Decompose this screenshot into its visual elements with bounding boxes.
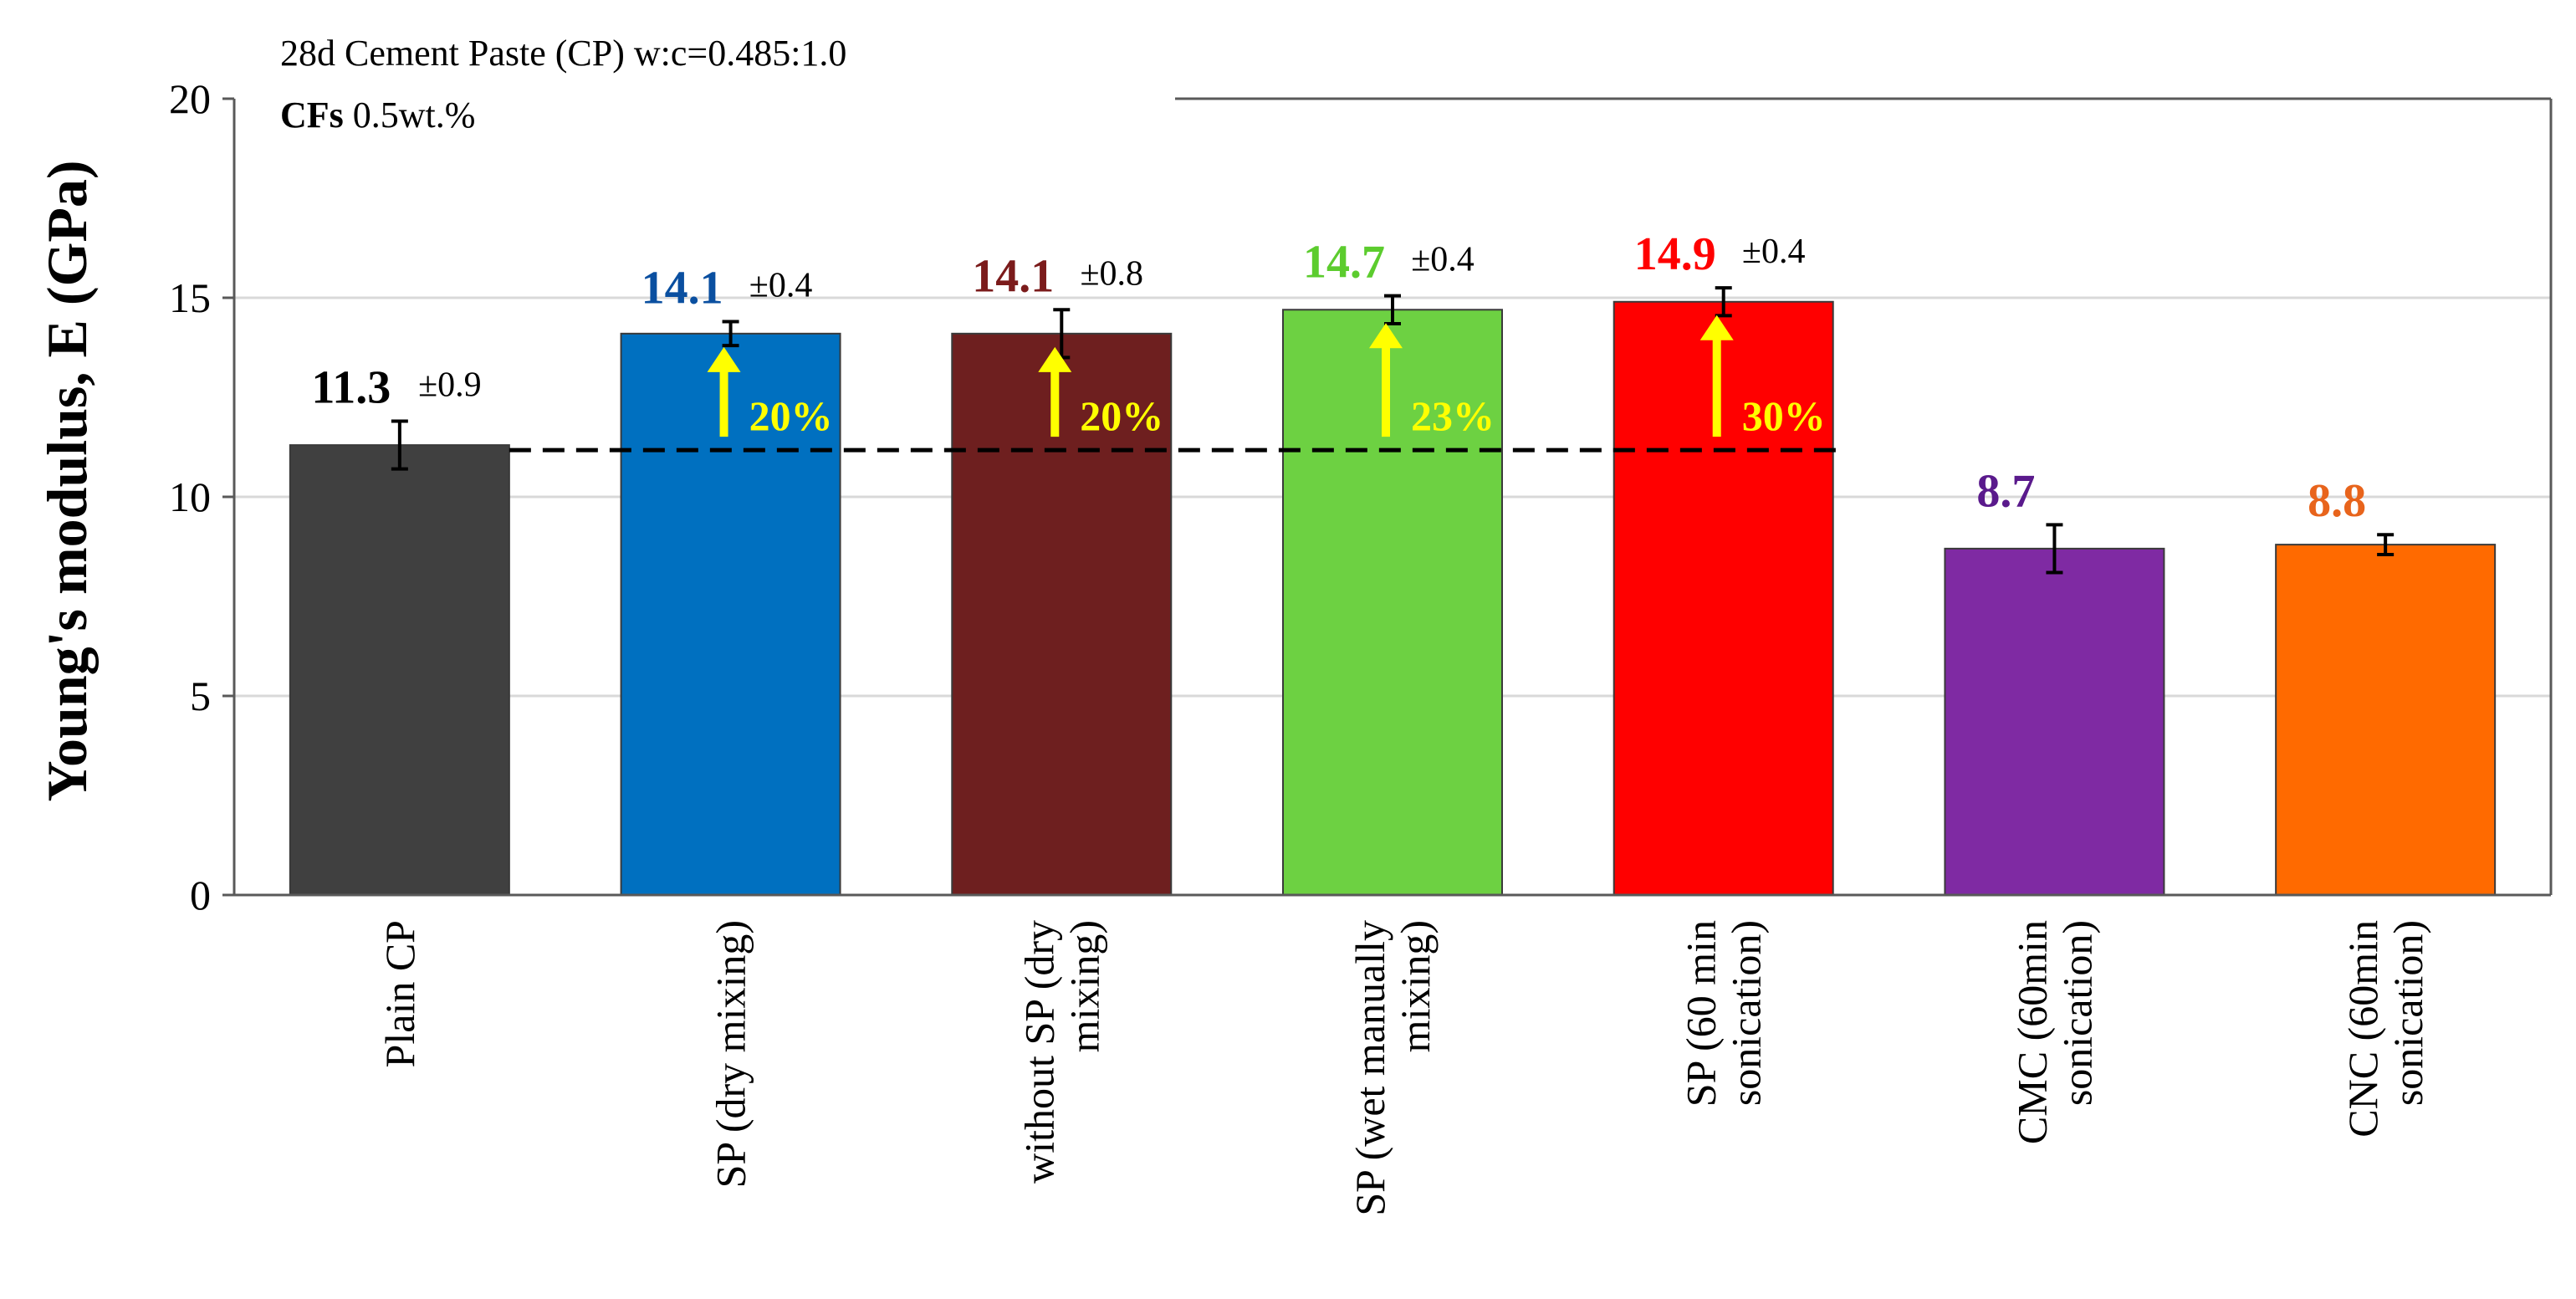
increase-label: 23% bbox=[1411, 392, 1495, 439]
error-label: ±0.9 bbox=[418, 366, 482, 405]
value-label: 11.3 bbox=[311, 362, 391, 414]
y-axis-label: Young's modulus, E (GPa) bbox=[35, 160, 99, 801]
x-tick-label-line: SP (dry mixing) bbox=[708, 920, 754, 1188]
value-label: 14.1 bbox=[641, 263, 723, 315]
y-tick-label: 0 bbox=[190, 872, 211, 918]
value-label: 14.7 bbox=[1303, 237, 1385, 289]
error-label: ±0.4 bbox=[1742, 233, 1806, 271]
increase-label: 30% bbox=[1742, 392, 1826, 439]
x-tick-label-line: Plain CP bbox=[376, 920, 423, 1067]
y-tick-label: 5 bbox=[190, 673, 211, 719]
x-tick-label-line: sonication) bbox=[1723, 920, 1770, 1106]
x-tick-label: Plain CP bbox=[376, 920, 423, 1067]
axes: 0 5 10 15 20 bbox=[169, 75, 2553, 918]
value-label: 8.7 bbox=[1976, 465, 2035, 517]
x-tick-label-line: mixing) bbox=[1392, 920, 1439, 1052]
error-label: ±0.8 bbox=[1081, 254, 1144, 293]
x-tick-label-line: sonication) bbox=[2053, 920, 2100, 1106]
increase-arrow-head bbox=[1369, 323, 1403, 349]
error-label: ±0.4 bbox=[749, 267, 813, 305]
error-label: ±0.4 bbox=[1411, 241, 1475, 279]
x-tick-label: CMC (60minsonication) bbox=[2008, 920, 2100, 1144]
x-tick-label: without SP (drymixing) bbox=[1015, 920, 1107, 1184]
bar bbox=[2275, 544, 2497, 896]
subtitle-bold: CFs bbox=[280, 95, 344, 136]
increase-arrows: 20% 20% 23% 30% bbox=[707, 315, 1826, 439]
x-tick-label: CNC (60minsonication) bbox=[2339, 920, 2431, 1138]
x-tick-label: SP (dry mixing) bbox=[708, 920, 754, 1188]
value-label: 14.9 bbox=[1634, 228, 1716, 280]
increase-arrow-head bbox=[707, 346, 741, 372]
increase-label: 20% bbox=[1080, 392, 1163, 439]
bars bbox=[289, 300, 2497, 896]
data-labels: 11.3 ±0.9 14.1 ±0.4 14.1 ±0.8 14.7 ±0.4 14.9 ±0.4… bbox=[311, 228, 2366, 527]
x-tick-label-line: mixing) bbox=[1061, 920, 1107, 1052]
y-tick-label: 20 bbox=[169, 75, 211, 122]
x-tick-label: SP (wet manuallymixing) bbox=[1347, 920, 1439, 1216]
increase-arrow-head bbox=[1038, 346, 1072, 372]
value-label: 8.8 bbox=[2308, 475, 2366, 527]
y-tick-label: 10 bbox=[169, 473, 211, 520]
y-tick-label: 15 bbox=[169, 274, 211, 321]
error-bars bbox=[391, 286, 2395, 575]
increase-label: 20% bbox=[749, 392, 833, 439]
bar bbox=[1282, 309, 1503, 896]
subtitle-rest: 0.5wt.% bbox=[344, 95, 476, 136]
x-tick-label-line: without SP (dry bbox=[1015, 920, 1062, 1184]
chart-header: 28d Cement Paste (CP) w:c=0.485:1.0 CFs … bbox=[280, 33, 846, 136]
x-tick-labels: Plain CP SP (dry mixing) without SP (drymi… bbox=[376, 920, 2431, 1216]
x-tick-label-line: sonication) bbox=[2384, 920, 2431, 1106]
x-tick-label-line: SP (60 min bbox=[1678, 920, 1725, 1107]
x-tick-label-line: CMC (60min bbox=[2008, 920, 2055, 1144]
x-tick-label: SP (60 minsonication) bbox=[1678, 920, 1770, 1107]
bar bbox=[620, 332, 841, 896]
chart-subtitle: CFs 0.5wt.% bbox=[280, 95, 475, 136]
value-label: 14.1 bbox=[972, 250, 1054, 302]
bar bbox=[1613, 300, 1834, 896]
x-tick-label-line: SP (wet manually bbox=[1347, 920, 1393, 1216]
bar bbox=[1944, 547, 2165, 896]
increase-arrow-head bbox=[1699, 315, 1734, 340]
bar bbox=[289, 444, 510, 896]
x-tick-label-line: CNC (60min bbox=[2339, 920, 2386, 1138]
chart-title: 28d Cement Paste (CP) w:c=0.485:1.0 bbox=[280, 33, 846, 74]
